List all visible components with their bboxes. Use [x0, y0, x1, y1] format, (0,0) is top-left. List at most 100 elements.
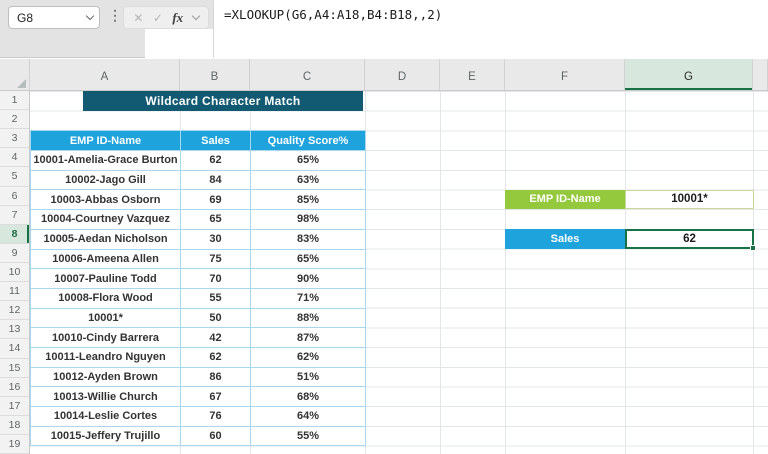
column-header-f[interactable]: F: [505, 59, 625, 90]
cell-sales[interactable]: 42: [181, 328, 251, 348]
cell-sales[interactable]: 65: [181, 210, 251, 230]
chevron-down-icon[interactable]: [85, 11, 95, 21]
row-header-15[interactable]: 15: [0, 359, 29, 378]
more-options-icon[interactable]: ⋮: [108, 7, 122, 23]
cell-quality[interactable]: 87%: [251, 328, 366, 348]
lookup-emp-label[interactable]: EMP ID-Name: [505, 189, 625, 210]
row-header-16[interactable]: 16: [0, 378, 29, 397]
select-all-corner[interactable]: [0, 59, 30, 91]
column-header-b[interactable]: B: [180, 59, 250, 90]
employee-table: EMP ID-Name Sales Quality Score% 10001-A…: [30, 130, 366, 447]
cell-quality[interactable]: 68%: [251, 387, 366, 408]
row-header-7[interactable]: 7: [0, 206, 29, 225]
row-header-9[interactable]: 9: [0, 244, 29, 263]
gridline: [440, 91, 441, 454]
row-header-1[interactable]: 1: [0, 91, 29, 111]
cell-empid[interactable]: 10014-Leslie Cortes: [31, 407, 181, 427]
cell-quality[interactable]: 62%: [251, 347, 366, 368]
cell-empid[interactable]: 10001-Amelia-Grace Burton: [31, 151, 181, 171]
cell-sales[interactable]: 76: [181, 407, 251, 427]
row-header-10[interactable]: 10: [0, 263, 29, 283]
cell-quality[interactable]: 65%: [251, 151, 366, 171]
cell-empid[interactable]: 10005-Aedan Nicholson: [31, 229, 181, 250]
cell-empid[interactable]: 10002-Jago Gill: [31, 170, 181, 191]
cell-sales[interactable]: 67: [181, 387, 251, 408]
cell-quality[interactable]: 88%: [251, 308, 366, 329]
cell-empid-wildcard[interactable]: 10001*: [31, 308, 181, 329]
row-header-13[interactable]: 13: [0, 320, 29, 340]
row-header-4[interactable]: 4: [0, 148, 29, 168]
cell-quality[interactable]: 51%: [251, 367, 366, 388]
cell-sales[interactable]: 69: [181, 190, 251, 211]
chevron-down-icon[interactable]: [191, 11, 200, 21]
cell-empid[interactable]: 10003-Abbas Osborn: [31, 190, 181, 211]
cell-quality[interactable]: 90%: [251, 269, 366, 289]
formula-text[interactable]: =XLOOKUP(G6,A4:A18,B4:B18,,2): [224, 7, 443, 22]
cell-quality[interactable]: 63%: [251, 170, 366, 191]
column-header-h-partial[interactable]: [753, 59, 768, 90]
cell-quality[interactable]: 83%: [251, 229, 366, 250]
row-header-11[interactable]: 11: [0, 282, 29, 302]
formula-bar: =XLOOKUP(G6,A4:A18,B4:B18,,2) G8 ⋮ ✕ ✓ f…: [0, 0, 768, 58]
cell-sales[interactable]: 84: [181, 170, 251, 191]
row-header-14[interactable]: 14: [0, 339, 29, 359]
table-title[interactable]: Wildcard Character Match: [83, 91, 363, 111]
cell-empid[interactable]: 10011-Leandro Nguyen: [31, 347, 181, 368]
table-header-sales[interactable]: Sales: [181, 131, 251, 152]
cell-quality[interactable]: 64%: [251, 407, 366, 427]
name-box[interactable]: G8: [8, 6, 100, 29]
column-header-a[interactable]: A: [30, 59, 180, 90]
cell-empid[interactable]: 10013-Willie Church: [31, 387, 181, 408]
row-header-18[interactable]: 18: [0, 416, 29, 435]
lookup-emp-value-cell[interactable]: 10001*: [625, 189, 754, 210]
cell-empid[interactable]: 10010-Cindy Barrera: [31, 328, 181, 348]
cell-sales[interactable]: 30: [181, 229, 251, 250]
insert-function-icon[interactable]: fx: [172, 9, 184, 25]
row-header-12[interactable]: 12: [0, 301, 29, 321]
row-header-2[interactable]: 2: [0, 110, 29, 130]
cell-sales[interactable]: 62: [181, 151, 251, 171]
name-box-value[interactable]: G8: [17, 10, 34, 25]
row-header-19[interactable]: 19: [0, 435, 29, 454]
table-header-quality[interactable]: Quality Score%: [251, 131, 366, 152]
cell-empid[interactable]: 10015-Jeffery Trujillo: [31, 426, 181, 447]
row-header-3[interactable]: 3: [0, 129, 29, 149]
cell-empid[interactable]: 10012-Ayden Brown: [31, 367, 181, 388]
column-header-e[interactable]: E: [440, 59, 505, 90]
cell-empid[interactable]: 10007-Pauline Todd: [31, 269, 181, 289]
cell-sales[interactable]: 50: [181, 308, 251, 329]
column-headers: A B C D E F G: [0, 59, 768, 91]
gridline: [505, 91, 506, 454]
cell-sales[interactable]: 70: [181, 269, 251, 289]
cell-quality[interactable]: 65%: [251, 249, 366, 270]
row-header-6[interactable]: 6: [0, 187, 29, 206]
row-header-17[interactable]: 17: [0, 397, 29, 416]
cell-sales[interactable]: 75: [181, 249, 251, 270]
cancel-icon[interactable]: ✕: [133, 10, 144, 25]
cell-quality[interactable]: 55%: [251, 426, 366, 447]
row-header-8-active[interactable]: 8: [0, 224, 29, 244]
formula-input[interactable]: =XLOOKUP(G6,A4:A18,B4:B18,,2): [213, 0, 768, 58]
confirm-icon[interactable]: ✓: [152, 10, 163, 25]
active-cell-g8[interactable]: 62: [625, 228, 756, 251]
column-header-d[interactable]: D: [365, 59, 440, 90]
cell-sales[interactable]: 86: [181, 367, 251, 388]
column-header-c[interactable]: C: [250, 59, 365, 90]
cell-sales[interactable]: 62: [181, 347, 251, 368]
lookup-sales-label[interactable]: Sales: [505, 228, 625, 249]
cell-sales[interactable]: 60: [181, 426, 251, 447]
column-header-g-active[interactable]: G: [625, 59, 753, 90]
table-header-empid[interactable]: EMP ID-Name: [31, 131, 181, 152]
row-header-5[interactable]: 5: [0, 167, 29, 187]
row-headers: 1 2 3 4 5 6 7 8 9 10 11 12 13 14 15 16 1…: [0, 91, 30, 454]
cell-quality[interactable]: 71%: [251, 288, 366, 309]
cell-quality[interactable]: 85%: [251, 190, 366, 211]
cell-empid[interactable]: 10004-Courtney Vazquez: [31, 210, 181, 230]
cell-quality[interactable]: 98%: [251, 210, 366, 230]
cell-sales[interactable]: 55: [181, 288, 251, 309]
cell-empid[interactable]: 10006-Ameena Allen: [31, 249, 181, 270]
cell-empid[interactable]: 10008-Flora Wood: [31, 288, 181, 309]
gridline: [625, 91, 626, 454]
fill-handle[interactable]: [750, 244, 756, 251]
